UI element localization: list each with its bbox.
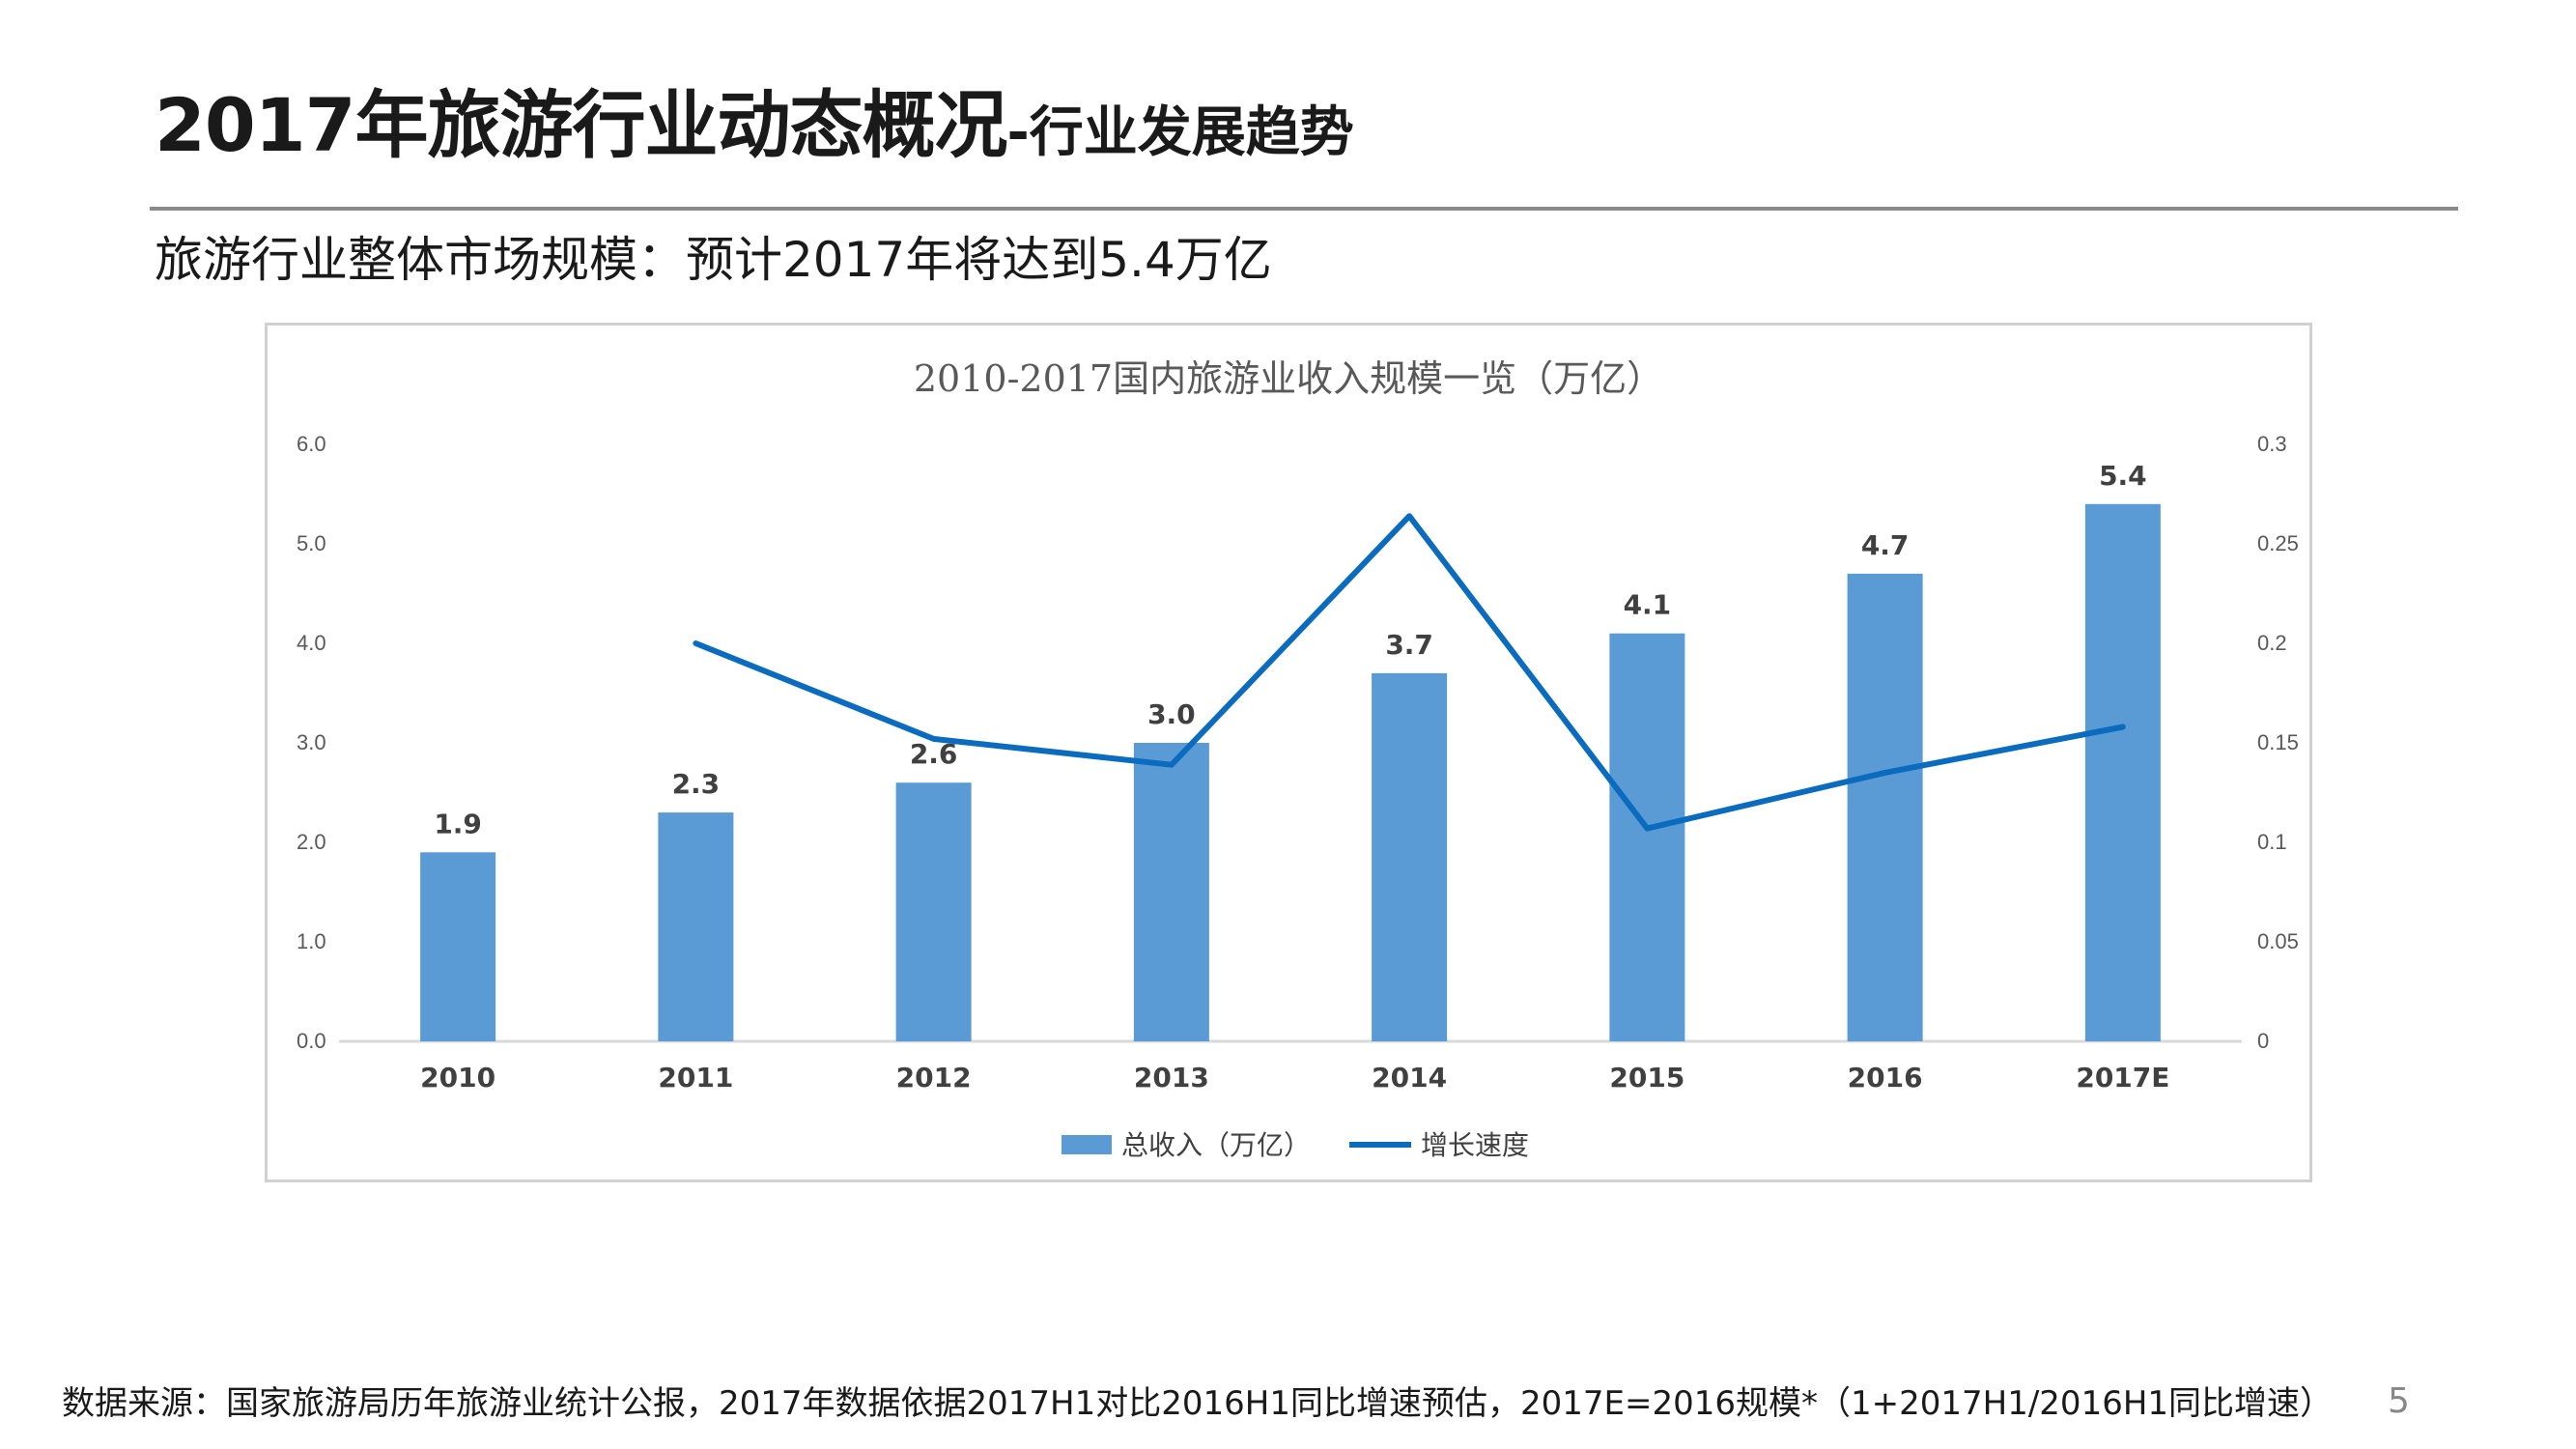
bar-data-label: 4.7 — [1861, 529, 1910, 561]
x-tick-label: 2014 — [1372, 1062, 1447, 1094]
slide-subheading: 旅游行业整体市场规模：预计2017年将达到5.4万亿 — [155, 232, 1272, 288]
left-tick-label: 2.0 — [297, 830, 326, 854]
right-axis: 0 0.05 0.1 0.15 0.2 0.25 0.3 — [2257, 432, 2299, 1053]
page-number: 5 — [2388, 1381, 2410, 1421]
bar — [1847, 573, 1923, 1041]
bar — [1372, 672, 1448, 1041]
data-source-footnote: 数据来源：国家旅游局历年旅游业统计公报，2017年数据依据2017H1对比201… — [62, 1384, 2334, 1423]
bar — [1609, 633, 1685, 1041]
right-tick-label: 0 — [2257, 1029, 2269, 1053]
bar — [420, 852, 496, 1041]
bar-series — [420, 503, 2161, 1041]
slide-title-sub: -行业发展趋势 — [1006, 101, 1354, 164]
left-tick-label: 5.0 — [297, 531, 326, 555]
slide-title-main: 2017年旅游行业动态概况 — [155, 82, 1008, 168]
legend-swatch-bar — [1062, 1135, 1112, 1154]
bar-data-labels: 1.92.32.63.03.74.14.75.4 — [434, 460, 2146, 840]
chart-legend: 总收入（万亿） 增长速度 — [1062, 1129, 1529, 1161]
x-tick-label: 2017E — [2076, 1062, 2169, 1094]
bar — [2084, 503, 2161, 1041]
right-tick-label: 0.25 — [2257, 531, 2299, 555]
left-tick-label: 1.0 — [297, 929, 326, 953]
x-tick-label: 2016 — [1848, 1062, 1923, 1094]
left-tick-label: 3.0 — [297, 730, 326, 754]
left-tick-label: 6.0 — [297, 432, 326, 456]
bar-data-label: 3.0 — [1147, 698, 1196, 730]
x-tick-label: 2012 — [896, 1062, 972, 1094]
chart-title: 2010-2017国内旅游业收入规模一览（万亿） — [914, 357, 1663, 400]
x-tick-label: 2013 — [1134, 1062, 1209, 1094]
bar-data-label: 1.9 — [434, 808, 482, 839]
title-divider — [150, 207, 2458, 211]
bar-data-label: 5.4 — [2099, 460, 2147, 492]
right-tick-label: 0.05 — [2257, 929, 2299, 953]
slide-title: 2017年旅游行业动态概况-行业发展趋势 — [155, 89, 1354, 162]
x-axis: 2010 2011 2012 2013 2014 2015 2016 2017E — [420, 1062, 2169, 1094]
right-tick-label: 0.15 — [2257, 730, 2299, 754]
bar-data-label: 2.3 — [672, 768, 721, 800]
bar-data-label: 4.1 — [1624, 589, 1672, 621]
revenue-growth-chart: 2010-2017国内旅游业收入规模一览（万亿） 0.0 1.0 2.0 3.0 4.0… — [297, 357, 2299, 1161]
legend-label-line: 增长速度 — [1421, 1129, 1529, 1161]
bar — [895, 782, 972, 1041]
left-tick-label: 4.0 — [297, 631, 326, 655]
bar — [658, 812, 734, 1041]
x-tick-label: 2010 — [420, 1062, 495, 1094]
line-series — [693, 513, 2126, 832]
left-tick-label: 0.0 — [297, 1029, 326, 1053]
legend-label-bar: 总收入（万亿） — [1121, 1129, 1311, 1161]
right-tick-label: 0.1 — [2257, 830, 2287, 854]
bar-data-label: 3.7 — [1385, 629, 1433, 661]
right-tick-label: 0.3 — [2257, 432, 2287, 456]
chart-frame: 2010-2017国内旅游业收入规模一览（万亿） 0.0 1.0 2.0 3.0 4.0… — [265, 323, 2312, 1182]
x-tick-label: 2011 — [658, 1062, 733, 1094]
x-tick-label: 2015 — [1609, 1062, 1684, 1094]
bar — [1133, 743, 1209, 1041]
growth-line — [693, 513, 2126, 832]
left-axis: 0.0 1.0 2.0 3.0 4.0 5.0 6.0 — [297, 432, 326, 1053]
right-tick-label: 0.2 — [2257, 631, 2287, 655]
